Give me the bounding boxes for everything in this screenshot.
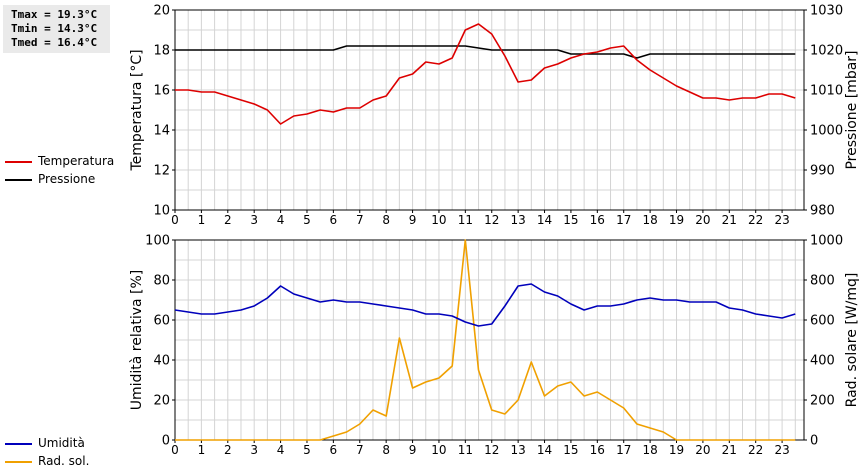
series-line-pressione [175,45,796,59]
y-tick-label-right: 1030 [810,4,843,19]
x-tick-label: 3 [250,443,258,457]
x-tick-label: 14 [537,443,552,457]
weather-dashboard: Tmax = 19.3°C Tmin = 14.3°C Tmed = 16.4°… [3,4,860,468]
y-tick-label-right: 990 [810,164,835,179]
x-tick-label: 4 [277,443,285,457]
x-tick-label: 15 [563,213,578,227]
series-line-temperatura [175,23,796,125]
series-line-rad-sol [175,239,796,441]
x-tick-label: 14 [537,213,552,227]
humidity-swatch [5,443,32,445]
x-tick-label: 16 [590,213,605,227]
y-tick-label-left: 10 [153,204,170,219]
x-tick-label: 8 [382,213,390,227]
y-tick-label-right: 400 [810,354,835,369]
x-tick-label: 17 [616,213,631,227]
x-tick-label: 11 [458,213,473,227]
y-tick-label-left: 80 [153,274,170,289]
x-tick-label: 23 [774,443,789,457]
x-tick-label: 3 [250,213,258,227]
x-tick-label: 7 [356,443,364,457]
legend-label-temperature: Temperatura [38,154,115,168]
charts-svg: 0 1 2 3 4 5 6 7 8 9 10 11 12 13 14 15 16 17 18 19 20 21 22 2310… [129,4,860,458]
temperature-swatch [5,161,32,163]
x-tick-label: 10 [431,443,446,457]
x-tick-label: 18 [642,443,657,457]
y-axis-label-left: Temperatura [°C] [129,49,145,171]
x-tick-label: 6 [330,213,338,227]
x-tick-label: 19 [669,213,684,227]
y-tick-label-right: 800 [810,274,835,289]
x-tick-label: 5 [303,213,311,227]
legend-label-humidity: Umidità [38,436,85,450]
x-tick-label: 20 [695,443,710,457]
x-tick-label: 13 [510,443,525,457]
y-tick-label-left: 20 [153,4,170,19]
x-tick-label: 17 [616,443,631,457]
y-tick-label-left: 14 [153,124,170,139]
y-tick-label-right: 600 [810,314,835,329]
tmin-text: Tmin = 14.3°C [11,22,98,35]
x-tick-label: 2 [224,443,232,457]
legend-label-pressure: Pressione [38,172,96,186]
x-tick-label: 15 [563,443,578,457]
x-tick-label: 0 [171,443,179,457]
x-tick-label: 23 [774,213,789,227]
x-tick-label: 20 [695,213,710,227]
tmed-text: Tmed = 16.4°C [11,36,98,49]
y-tick-label-right: 200 [810,394,835,409]
y-axis-label-right: Pressione [mbar] [844,50,860,169]
plot-frame [174,9,805,211]
x-tick-label: 0 [171,213,179,227]
y-axis-label-left: Umidità relativa [%] [129,270,145,411]
plot-frame [174,239,805,441]
x-tick-label: 8 [382,443,390,457]
y-tick-label-left: 40 [153,354,170,369]
stats-box: Tmax = 19.3°C Tmin = 14.3°C Tmed = 16.4°… [3,5,110,53]
x-tick-label: 9 [409,443,417,457]
x-tick-label: 22 [748,213,763,227]
y-tick-label-left: 16 [153,84,170,99]
x-tick-label: 10 [431,213,446,227]
series-line-umidit [174,283,796,327]
y-tick-label-right: 1000 [810,234,843,249]
pressure-swatch [5,179,32,181]
y-tick-label-left: 60 [153,314,170,329]
radiation-swatch [5,461,32,463]
x-tick-label: 11 [458,443,473,457]
x-tick-label: 1 [198,213,206,227]
x-tick-label: 12 [484,443,499,457]
x-tick-label: 7 [356,213,364,227]
chart-panel-bottom: 0 1 2 3 4 5 6 7 8 9 10 11 12 13 14 15 16 17 18 19 20 21 22 2302… [129,234,860,458]
x-tick-label: 5 [303,443,311,457]
x-tick-label: 22 [748,443,763,457]
x-tick-label: 12 [484,213,499,227]
x-tick-label: 9 [409,213,417,227]
x-tick-label: 2 [224,213,232,227]
x-tick-label: 18 [642,213,657,227]
x-tick-label: 16 [590,443,605,457]
y-tick-label-right: 1000 [810,124,843,139]
y-tick-label-left: 12 [153,164,170,179]
x-tick-label: 21 [722,213,737,227]
y-tick-label-left: 0 [162,434,170,449]
tmax-text: Tmax = 19.3°C [11,8,98,21]
y-tick-label-right: 1010 [810,84,843,99]
y-tick-label-right: 1020 [810,44,843,59]
y-tick-label-left: 18 [153,44,170,59]
y-tick-label-right: 980 [810,204,835,219]
y-tick-label-left: 100 [145,234,170,249]
x-tick-label: 1 [198,443,206,457]
x-tick-label: 6 [330,443,338,457]
y-axis-label-right: Rad. solare [W/mq] [844,273,860,408]
y-tick-label-right: 0 [810,434,818,449]
x-tick-label: 4 [277,213,285,227]
chart-panel-top: 0 1 2 3 4 5 6 7 8 9 10 11 12 13 14 15 16 17 18 19 20 21 22 2310… [129,4,860,228]
y-tick-label-left: 20 [153,394,170,409]
x-tick-label: 19 [669,443,684,457]
x-tick-label: 13 [510,213,525,227]
x-tick-label: 21 [722,443,737,457]
